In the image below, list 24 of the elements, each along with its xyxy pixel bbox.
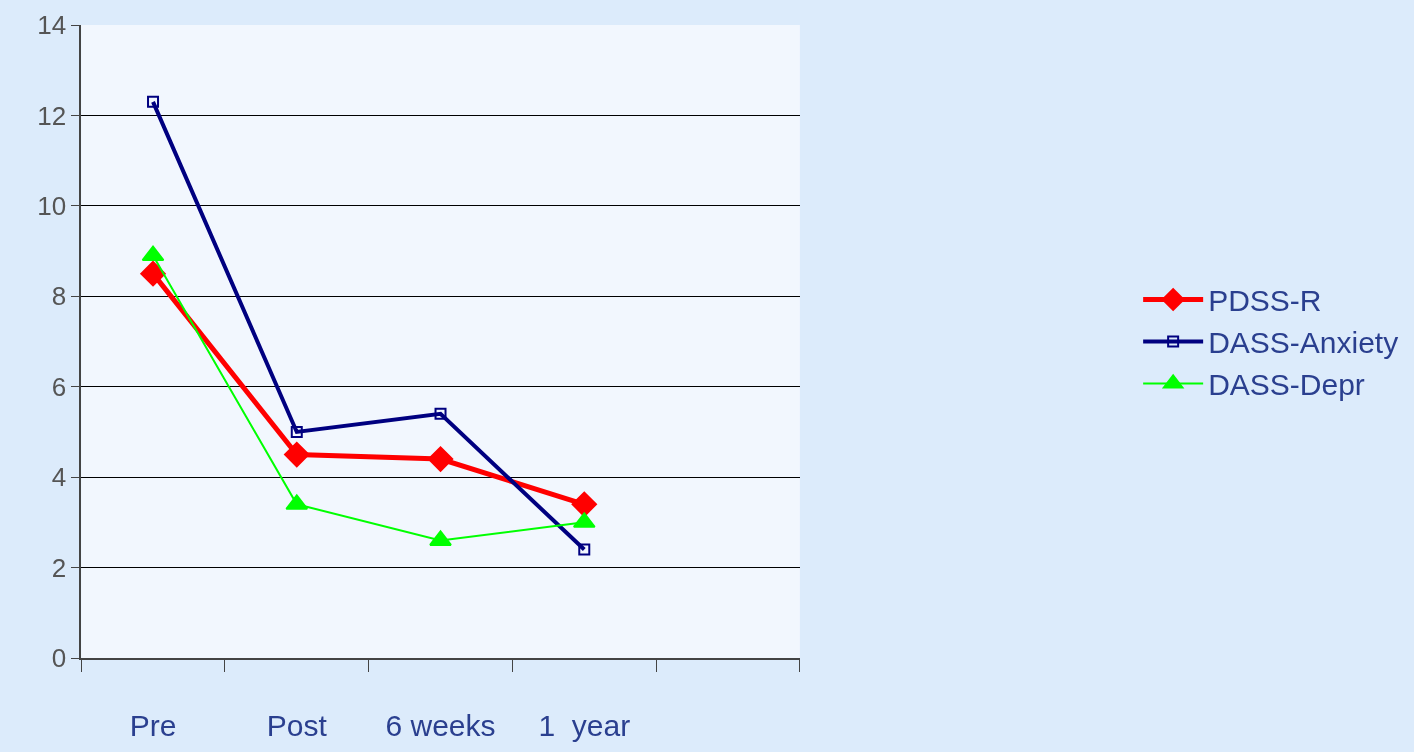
point bbox=[141, 245, 165, 262]
point bbox=[290, 425, 303, 438]
x-tick-label: Post bbox=[266, 708, 328, 742]
y-tick-label: 12 bbox=[37, 100, 67, 131]
point bbox=[147, 95, 160, 108]
y-tick-label: 14 bbox=[37, 10, 67, 41]
y-tick-label: 0 bbox=[51, 643, 67, 674]
y-tick-label: 10 bbox=[37, 190, 67, 221]
point bbox=[427, 446, 454, 472]
legend-label: PDSS-R bbox=[1208, 284, 1322, 318]
point bbox=[578, 543, 591, 556]
y-tick-label: 6 bbox=[51, 371, 67, 402]
x-tick-label: 6 weeks bbox=[385, 708, 496, 742]
y-tick-label: 2 bbox=[51, 552, 67, 583]
y-tick-label: 4 bbox=[51, 462, 67, 493]
point bbox=[284, 441, 310, 468]
y-tick-label: 8 bbox=[51, 281, 67, 312]
legend-label: DASS-Anxiety bbox=[1208, 326, 1399, 360]
point bbox=[140, 260, 166, 287]
point bbox=[571, 491, 597, 517]
legend-label: DASS-Depr bbox=[1208, 368, 1365, 402]
point bbox=[434, 407, 447, 420]
x-tick-label: 1 year bbox=[538, 708, 631, 742]
x-tick-label: Pre bbox=[129, 708, 177, 742]
